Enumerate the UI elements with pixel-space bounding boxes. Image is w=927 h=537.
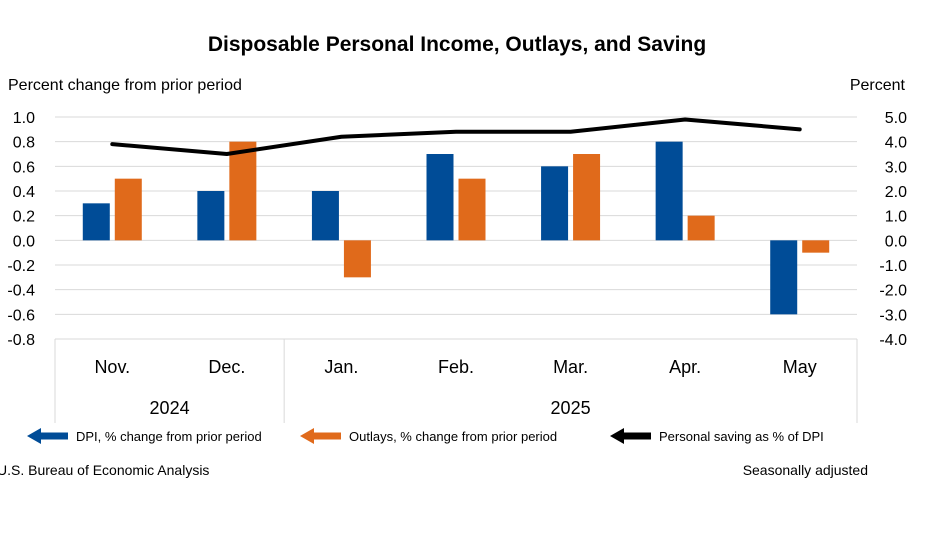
- right-tick-label: 3.0: [885, 159, 907, 176]
- dpi-bar-dec: [197, 191, 225, 241]
- left-tick-label: 0.2: [13, 209, 35, 226]
- category-label-dec: Dec.: [208, 357, 245, 377]
- category-axis: 2024 2025 Nov. Dec. Jan. Feb. Mar. Apr. May: [54, 339, 858, 423]
- left-tick-label: 0.6: [13, 159, 35, 176]
- saving-rate-line: [110, 117, 802, 156]
- right-tick-label: -1.0: [879, 258, 907, 275]
- legend-swatch: [40, 432, 68, 440]
- saving-point-nov: [111, 143, 113, 145]
- chart-title: Disposable Personal Income, Outlays, and…: [208, 33, 706, 56]
- right-tick-label: 0.0: [885, 233, 907, 250]
- legend: DPI, % change from prior period Outlays, …: [27, 428, 824, 444]
- right-tick-label: 2.0: [885, 184, 907, 201]
- legend-arrow-icon: [300, 428, 314, 444]
- year-label-2024: 2024: [150, 398, 190, 418]
- legend-arrow-icon: [27, 428, 41, 444]
- legend-label: DPI, % change from prior period: [76, 429, 262, 444]
- left-tick-label: -0.8: [7, 332, 35, 349]
- right-tick-label: 5.0: [885, 110, 907, 127]
- saving-point-jan: [340, 136, 342, 138]
- category-label-mar: Mar.: [553, 357, 588, 377]
- outlays-bar-feb: [458, 178, 486, 241]
- category-label-nov: Nov.: [94, 357, 130, 377]
- dpi-bar-jan: [311, 191, 339, 241]
- legend-item-dpi-change-from-prior-period: DPI, % change from prior period: [27, 428, 262, 444]
- category-label-apr: Apr.: [669, 357, 701, 377]
- legend-arrow-icon: [610, 428, 624, 444]
- right-axis-label: Percent: [850, 77, 906, 94]
- dpi-bar-mar: [541, 166, 569, 241]
- dpi-bar-apr: [655, 141, 683, 241]
- saving-point-mar: [570, 131, 572, 133]
- saving-line: [110, 117, 802, 156]
- legend-label: Personal saving as % of DPI: [659, 429, 824, 444]
- legend-item-outlays-change-from-prior-period: Outlays, % change from prior period: [300, 428, 557, 444]
- legend-swatch: [623, 432, 651, 440]
- outlays-bar-nov: [114, 178, 142, 241]
- legend-item-personal-saving-as-of-dpi: Personal saving as % of DPI: [610, 428, 824, 444]
- left-tick-label: 0.0: [13, 233, 35, 250]
- saving-point-dec: [226, 153, 228, 155]
- dpi-bar-may: [770, 240, 798, 315]
- source-note: U.S. Bureau of Economic Analysis: [0, 462, 209, 478]
- saving-point-may: [799, 128, 801, 130]
- left-tick-label: -0.2: [7, 258, 35, 275]
- bars: [82, 141, 830, 315]
- right-tick-label: 4.0: [885, 135, 907, 152]
- outlays-bar-jan: [343, 240, 371, 278]
- legend-label: Outlays, % change from prior period: [349, 429, 557, 444]
- category-label-jan: Jan.: [324, 357, 358, 377]
- left-tick-label: 0.4: [13, 184, 35, 201]
- dpi-bar-nov: [82, 203, 110, 241]
- gridlines: [55, 116, 857, 340]
- legend-swatch: [313, 432, 341, 440]
- outlays-bar-may: [802, 240, 830, 253]
- outlays-bar-apr: [687, 215, 715, 241]
- left-tick-label: 1.0: [13, 110, 35, 127]
- year-label-2025: 2025: [551, 398, 591, 418]
- left-tick-label: -0.6: [7, 307, 35, 324]
- category-label-feb: Feb.: [438, 357, 474, 377]
- adjustment-note: Seasonally adjusted: [743, 462, 868, 478]
- saving-point-apr: [684, 118, 686, 120]
- outlays-bar-dec: [229, 141, 257, 241]
- left-tick-label: -0.4: [7, 283, 35, 300]
- saving-point-feb: [455, 131, 457, 133]
- left-axis-ticks: 1.0 0.8 0.6 0.4 0.2 0.0 -0.2 -0.4 -0.6 -0.8: [7, 110, 35, 349]
- right-axis-ticks: 5.0 4.0 3.0 2.0 1.0 0.0 -1.0 -2.0 -3.0 -4.0: [879, 110, 907, 349]
- right-tick-label: -4.0: [879, 332, 907, 349]
- right-tick-label: -2.0: [879, 283, 907, 300]
- dpi-bar-feb: [426, 154, 454, 241]
- left-axis-label: Percent change from prior period: [8, 77, 242, 94]
- right-tick-label: 1.0: [885, 209, 907, 226]
- outlays-bar-mar: [573, 154, 601, 241]
- left-tick-label: 0.8: [13, 135, 35, 152]
- right-tick-label: -3.0: [879, 307, 907, 324]
- category-label-may: May: [783, 357, 817, 377]
